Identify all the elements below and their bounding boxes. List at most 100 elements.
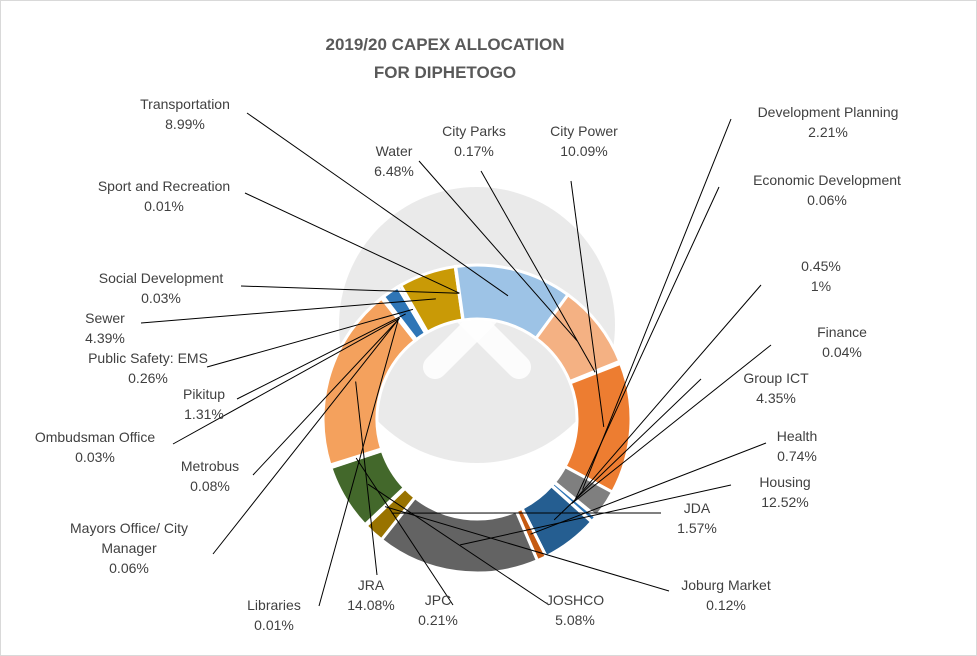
- label-name: Ombudsman Office: [35, 429, 156, 445]
- leader-line-ombudsman-office: [172, 317, 400, 445]
- label-name: City Parks: [442, 123, 506, 139]
- label-mayors-office-city-manager: Mayors Office/ City Manager 0.06%: [70, 520, 188, 576]
- label-value: 4.35%: [756, 390, 796, 406]
- label-sport-and-recreation: Sport and Recreation 0.01%: [98, 178, 230, 214]
- leader-line-pikitup: [236, 313, 406, 400]
- leader-line-finance: [571, 344, 772, 505]
- label-jra: JRA 14.08%: [347, 577, 394, 613]
- label-name: Joburg Market: [681, 577, 771, 593]
- label-value: 0.01%: [254, 617, 294, 633]
- label-value: 12.52%: [761, 494, 808, 510]
- label-name: Public Safety: EMS: [88, 350, 208, 366]
- label-name: Pikitup: [183, 386, 225, 402]
- label-joburg-market: Joburg Market 0.12%: [681, 577, 771, 613]
- label-name: Metrobus: [181, 458, 239, 474]
- label-value: 1%: [811, 278, 831, 294]
- label-value: 0.06%: [807, 192, 847, 208]
- leader-line-city-power: [570, 180, 605, 428]
- label-name: Development Planning: [758, 104, 899, 120]
- label-name: City Power: [550, 123, 618, 139]
- label-name: Health: [777, 428, 817, 444]
- leader-line-city-parks: [480, 170, 596, 373]
- label-name: Social Development: [99, 270, 224, 286]
- label-value: 0.01%: [144, 198, 184, 214]
- label-water: Water 6.48%: [374, 143, 414, 179]
- label-name: Economic Development: [753, 172, 901, 188]
- leader-line-0-45: [573, 284, 762, 502]
- label-sewer: Sewer 4.39%: [85, 310, 125, 346]
- label-value: 1.57%: [677, 520, 717, 536]
- label-value: 4.39%: [85, 330, 125, 346]
- label-joshco: JOSHCO 5.08%: [546, 592, 604, 628]
- leader-line-water: [418, 160, 578, 342]
- chart-title-line-2: FOR DIPHETOGO: [374, 63, 516, 82]
- leader-line-joshco: [367, 483, 550, 606]
- label-name: Housing: [759, 474, 810, 490]
- label-pikitup: Pikitup 1.31%: [183, 386, 225, 422]
- label-transportation: Transportation 8.99%: [140, 96, 230, 132]
- leader-line-libraries: [318, 319, 399, 607]
- label-name: Water: [376, 143, 413, 159]
- label-value: 0.74%: [777, 448, 817, 464]
- label-value: 0.03%: [75, 449, 115, 465]
- label-name: Sport and Recreation: [98, 178, 230, 194]
- label-value: 2.21%: [808, 124, 848, 140]
- leader-line-economic-development: [574, 186, 720, 500]
- label-value: 6.48%: [374, 163, 414, 179]
- slice-water[interactable]: [533, 292, 622, 384]
- leader-line-social-development: [240, 285, 460, 294]
- label-name: Finance: [817, 324, 867, 340]
- label-name: 0.45%: [801, 258, 841, 274]
- leader-line-metrobus: [252, 318, 400, 476]
- label-value: 0.12%: [706, 597, 746, 613]
- label-name: JOSHCO: [546, 592, 604, 608]
- label-value: 1.31%: [184, 406, 224, 422]
- leader-line-group-ict: [553, 378, 702, 521]
- label-name: Sewer: [85, 310, 125, 326]
- label-name: Libraries: [247, 597, 301, 613]
- label-city-power: City Power 10.09%: [550, 123, 618, 159]
- label-jda: JDA 1.57%: [677, 500, 717, 536]
- label-name: Mayors Office/ City: [70, 520, 188, 536]
- label-value: 5.08%: [555, 612, 595, 628]
- leader-line-housing: [460, 484, 732, 546]
- leader-line-jpc: [355, 457, 454, 606]
- label-0-45: 0.45% 1%: [801, 258, 841, 294]
- label-value: 10.09%: [560, 143, 607, 159]
- label-city-parks: City Parks 0.17%: [442, 123, 506, 159]
- label-value: 8.99%: [165, 116, 205, 132]
- leader-line-sport-and-recreation: [244, 192, 460, 294]
- leader-line-health: [530, 442, 767, 535]
- chart-title-line-1: 2019/20 CAPEX ALLOCATION: [325, 35, 564, 54]
- label-development-planning: Development Planning 2.21%: [758, 104, 899, 140]
- leader-line-development-planning: [582, 118, 732, 490]
- label-housing: Housing 12.52%: [759, 474, 810, 510]
- label-value: 0.26%: [128, 370, 168, 386]
- leader-line-sewer: [140, 298, 436, 324]
- label-name: JPC: [425, 592, 451, 608]
- label-public-safety-ems: Public Safety: EMS 0.26%: [88, 350, 208, 386]
- leader-lines: [140, 112, 772, 607]
- label-name: Manager: [101, 540, 157, 556]
- label-name: JDA: [684, 500, 711, 516]
- label-health: Health 0.74%: [777, 428, 817, 464]
- label-value: 0.21%: [418, 612, 458, 628]
- label-finance: Finance 0.04%: [817, 324, 867, 360]
- label-ombudsman-office: Ombudsman Office 0.03%: [35, 429, 156, 465]
- label-name: Transportation: [140, 96, 230, 112]
- label-value: 0.03%: [141, 290, 181, 306]
- label-value: 0.08%: [190, 478, 230, 494]
- label-jpc: JPC 0.21%: [418, 592, 458, 628]
- label-libraries: Libraries 0.01%: [247, 597, 301, 633]
- label-name: Group ICT: [743, 370, 809, 386]
- leader-line-transportation: [246, 112, 509, 297]
- leader-line-jra: [355, 381, 378, 576]
- label-value: 0.04%: [822, 344, 862, 360]
- label-value: 0.17%: [454, 143, 494, 159]
- leader-line-joburg-market: [384, 506, 670, 592]
- slice-labels: City Parks 0.17% City Power 10.09% Developme…: [35, 96, 901, 633]
- label-value: 14.08%: [347, 597, 394, 613]
- label-group-ict: Group ICT 4.35%: [743, 370, 809, 406]
- label-metrobus: Metrobus 0.08%: [181, 458, 239, 494]
